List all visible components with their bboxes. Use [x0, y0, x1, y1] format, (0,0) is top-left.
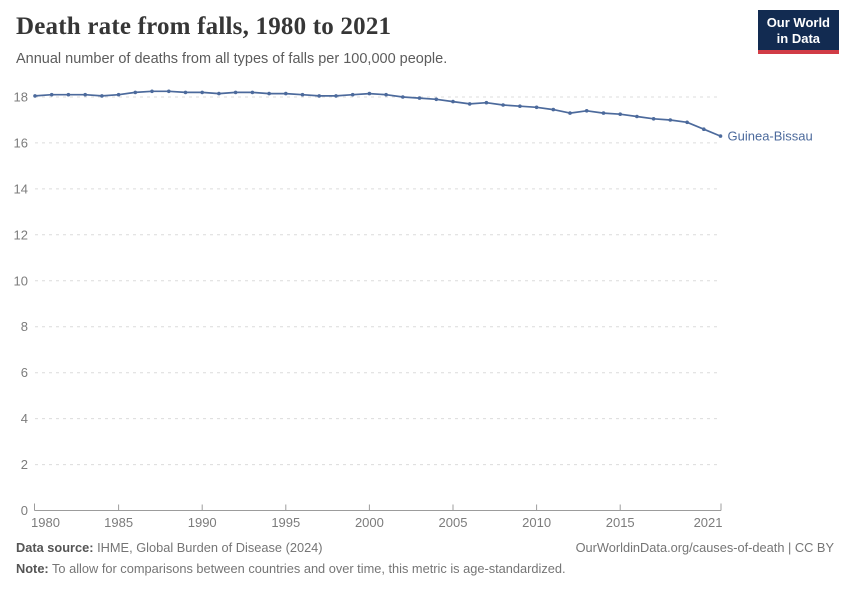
svg-text:6: 6: [21, 365, 28, 380]
svg-text:1980: 1980: [31, 515, 60, 530]
svg-text:2005: 2005: [439, 515, 468, 530]
data-point[interactable]: [685, 120, 689, 125]
data-points[interactable]: [33, 89, 723, 138]
svg-text:10: 10: [14, 273, 28, 288]
svg-text:2021: 2021: [694, 515, 723, 530]
series-end-label[interactable]: Guinea-Bissau: [728, 128, 813, 143]
footer-note-row: Note: To allow for comparisons between c…: [16, 561, 834, 576]
owid-link[interactable]: OurWorldinData.org/causes-of-death | CC …: [575, 540, 834, 555]
data-point[interactable]: [434, 97, 439, 102]
data-point[interactable]: [284, 91, 288, 96]
svg-text:2015: 2015: [606, 515, 635, 530]
data-point[interactable]: [334, 94, 338, 98]
data-point[interactable]: [518, 104, 522, 108]
note-label: Note:: [16, 561, 49, 576]
x-axis-labels: 1980 1985 1990 1995 2000 2005 2010 2015 2021: [31, 515, 723, 530]
page-subtitle: Annual number of deaths from all types o…: [16, 51, 448, 67]
data-point[interactable]: [401, 95, 405, 99]
svg-text:12: 12: [14, 227, 28, 242]
data-point[interactable]: [200, 90, 204, 95]
y-axis-labels: 0 2 4 6 8 10 12 14 16 18: [14, 90, 28, 519]
data-source-line: Data source: IHME, Global Burden of Dise…: [16, 540, 323, 555]
data-point[interactable]: [317, 94, 322, 98]
page-title: Death rate from falls, 1980 to 2021: [16, 13, 392, 40]
data-source-label: Data source:: [16, 540, 94, 555]
data-point[interactable]: [534, 105, 539, 110]
data-point[interactable]: [584, 109, 589, 113]
svg-text:8: 8: [21, 319, 28, 334]
footer-source-row: Data source: IHME, Global Burden of Dise…: [16, 540, 834, 555]
x-axis: [34, 503, 722, 511]
data-point[interactable]: [83, 92, 87, 97]
data-point[interactable]: [367, 91, 372, 96]
svg-text:2000: 2000: [355, 515, 384, 530]
logo-line-2: in Data: [776, 30, 821, 46]
svg-text:0: 0: [21, 503, 28, 518]
data-point[interactable]: [116, 92, 121, 97]
data-point[interactable]: [49, 92, 54, 97]
data-point[interactable]: [467, 102, 472, 106]
owid-logo[interactable]: Our World in Data: [757, 10, 839, 55]
data-point[interactable]: [100, 94, 104, 98]
data-point[interactable]: [167, 89, 171, 94]
data-point[interactable]: [217, 91, 221, 96]
logo-line-1: Our World: [766, 15, 830, 30]
data-point[interactable]: [384, 92, 388, 97]
gridlines: [35, 96, 718, 466]
data-point[interactable]: [183, 90, 188, 95]
data-point[interactable]: [668, 118, 673, 122]
data-point[interactable]: [150, 89, 154, 94]
data-source-text: IHME, Global Burden of Disease (2024): [93, 540, 323, 555]
data-point[interactable]: [501, 103, 505, 107]
data-point[interactable]: [702, 127, 706, 131]
svg-text:18: 18: [14, 90, 28, 105]
data-point[interactable]: [484, 100, 489, 105]
svg-text:1990: 1990: [188, 515, 217, 530]
data-point[interactable]: [635, 114, 639, 119]
data-point[interactable]: [551, 107, 556, 112]
chart-canvas[interactable]: 0 2 4 6 8 10 12 14 16 18 1980 1985 1990 1995 2000 2005 2…: [0, 0, 850, 536]
data-point[interactable]: [133, 90, 138, 95]
svg-text:14: 14: [14, 181, 28, 196]
svg-text:4: 4: [21, 411, 28, 426]
data-point[interactable]: [718, 134, 723, 138]
data-point[interactable]: [267, 91, 271, 96]
svg-text:1985: 1985: [104, 515, 133, 530]
note-text: To allow for comparisons between countri…: [48, 561, 566, 576]
data-point[interactable]: [618, 112, 622, 116]
data-point[interactable]: [233, 90, 238, 95]
svg-text:2: 2: [21, 457, 28, 472]
data-point[interactable]: [651, 117, 656, 121]
data-point[interactable]: [66, 92, 71, 97]
data-point[interactable]: [300, 92, 305, 97]
data-point[interactable]: [250, 90, 255, 95]
data-point[interactable]: [33, 94, 37, 98]
svg-text:16: 16: [14, 135, 28, 150]
svg-text:2010: 2010: [522, 515, 551, 530]
svg-text:1995: 1995: [271, 515, 300, 530]
data-point[interactable]: [568, 111, 572, 115]
series-line[interactable]: [34, 90, 722, 137]
data-point[interactable]: [350, 92, 355, 97]
data-point[interactable]: [451, 99, 455, 104]
data-point[interactable]: [601, 111, 606, 115]
data-point[interactable]: [417, 96, 422, 100]
